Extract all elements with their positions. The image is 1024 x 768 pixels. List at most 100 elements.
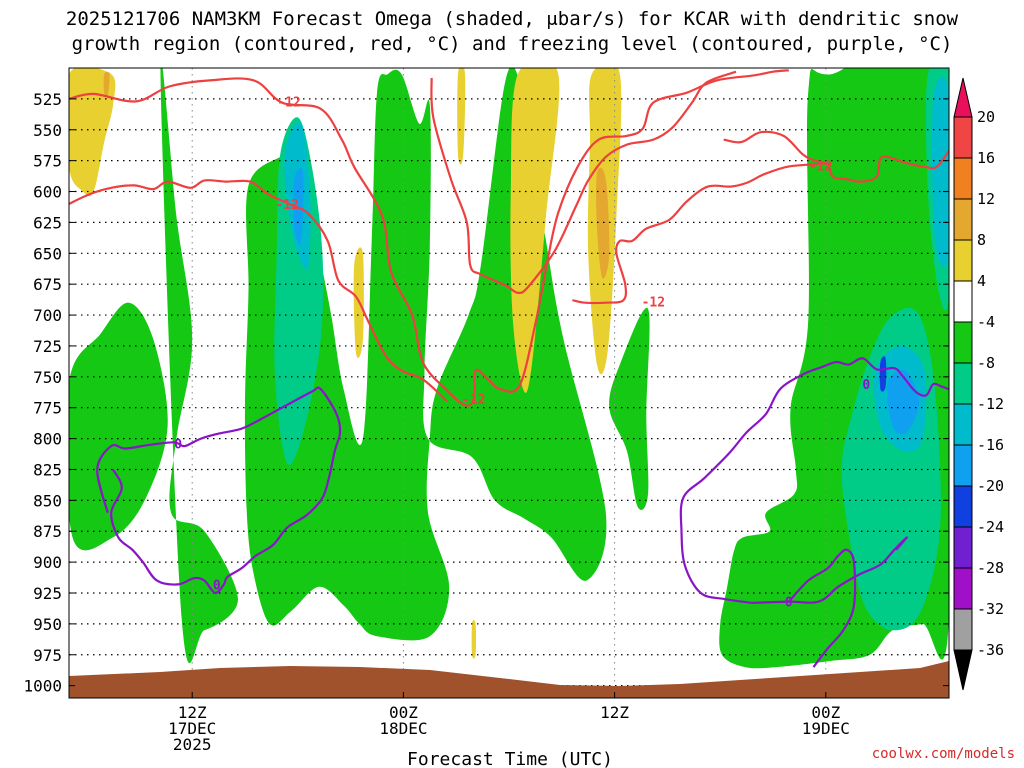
dgz-contour-label: -12 xyxy=(462,393,485,408)
y-tick-label-550: 550 xyxy=(33,121,62,140)
omega-region-22 xyxy=(103,71,110,97)
colorbar-label: -4 xyxy=(977,313,995,331)
colorbar-label: -8 xyxy=(977,354,995,372)
y-tick-label-600: 600 xyxy=(33,183,62,202)
freezing-level-contour-label: 0 xyxy=(174,438,182,453)
omega-region-10 xyxy=(931,76,949,267)
dgz-contour-label: -12 xyxy=(275,198,298,213)
colorbar-label: 20 xyxy=(977,108,995,126)
y-tick-label-625: 625 xyxy=(33,213,62,232)
x-tick-label: 12Z xyxy=(600,703,629,722)
y-tick-label-725: 725 xyxy=(33,337,62,356)
omega-region-16 xyxy=(510,68,560,393)
dgz-contour-1 xyxy=(69,179,449,403)
colorbar-box-9 xyxy=(953,485,973,528)
chart-title-line-1: 2025121706 NAM3KM Forecast Omega (shaded… xyxy=(66,8,959,30)
colorbar-label: -32 xyxy=(977,600,1004,618)
omega-region-14 xyxy=(69,68,116,197)
colorbar-box-2 xyxy=(953,198,973,241)
y-tick-label-750: 750 xyxy=(33,368,62,387)
y-tick-label-900: 900 xyxy=(33,553,62,572)
y-tick-label-950: 950 xyxy=(33,615,62,634)
colorbar-label: -36 xyxy=(977,641,1004,659)
omega-region-1 xyxy=(69,302,168,551)
colorbar-box-5 xyxy=(953,321,973,364)
omega-shading xyxy=(69,68,949,669)
dgz-contour-3 xyxy=(572,150,949,305)
dgz-contour-label: -12 xyxy=(642,295,665,310)
y-tick-label-525: 525 xyxy=(33,90,62,109)
colorbar-bottom-triangle xyxy=(953,649,973,691)
freezing-level-contour-label: 0 xyxy=(785,596,793,611)
omega-region-3 xyxy=(609,307,650,510)
x-tick-label: 19DEC xyxy=(802,719,850,738)
colorbar-label: -24 xyxy=(977,518,1004,536)
y-tick-label-850: 850 xyxy=(33,491,62,510)
omega-colorbar: 20 16 12 8 4 -4 -8 -12 -16 -20 -24 -28 -32 -36 xyxy=(953,77,1004,691)
x-tick-label: 00Z xyxy=(811,703,840,722)
chart-title-line-2: growth region (contoured, red, °C) and f… xyxy=(72,33,953,55)
y-tick-label-650: 650 xyxy=(33,244,62,263)
omega-region-18 xyxy=(457,68,466,165)
y-tick-label-1000: 1000 xyxy=(23,677,62,696)
freezing-level-contour-1 xyxy=(751,536,908,604)
colorbar-label: 16 xyxy=(977,149,995,167)
y-tick-label-775: 775 xyxy=(33,399,62,418)
colorbar-label: 8 xyxy=(977,231,986,249)
y-axis: 525 550 575 600 625 650 675 700 725 750 775 800 825 8… xyxy=(23,90,949,696)
omega-region-20 xyxy=(471,620,476,659)
freezing-level-contour-3 xyxy=(787,548,857,668)
colorbar-label: 12 xyxy=(977,190,995,208)
omega-region-2 xyxy=(160,68,238,664)
omega-region-21 xyxy=(596,167,610,279)
plot-frame xyxy=(68,67,950,699)
colorbar-box-3 xyxy=(953,239,973,282)
y-tick-label-800: 800 xyxy=(33,430,62,449)
x-tick-label: 18DEC xyxy=(379,719,427,738)
dgz-contour-4 xyxy=(723,130,832,166)
freezing-level-contour-2 xyxy=(679,357,949,604)
y-tick-label-825: 825 xyxy=(33,460,62,479)
x-tick-label: 17DEC xyxy=(168,719,216,738)
y-tick-label-875: 875 xyxy=(33,522,62,541)
y-tick-label-925: 925 xyxy=(33,584,62,603)
x-tick-label: 00Z xyxy=(389,703,418,722)
terrain-ground xyxy=(69,661,949,698)
omega-region-11 xyxy=(293,167,304,245)
y-tick-label-975: 975 xyxy=(33,646,62,665)
y-tick-label-575: 575 xyxy=(33,152,62,171)
credit-text: coolwx.com/models xyxy=(872,746,1015,762)
omega-region-13 xyxy=(879,356,887,392)
colorbar-label: -12 xyxy=(977,395,1004,413)
colorbar-label: -28 xyxy=(977,559,1004,577)
y-tick-label-675: 675 xyxy=(33,275,62,294)
colorbar-box-4 xyxy=(953,280,973,323)
colorbar-box-0 xyxy=(953,116,973,159)
x-axis-label: Forecast Time (UTC) xyxy=(407,749,613,768)
colorbar-box-1 xyxy=(953,157,973,200)
dgz-contour-label: -12 xyxy=(277,95,300,110)
y-tick-label-700: 700 xyxy=(33,306,62,325)
dgz-contour-2 xyxy=(430,70,737,294)
x-tick-label: 12Z xyxy=(178,703,207,722)
colorbar-label: 4 xyxy=(977,272,986,290)
colorbar-label: -16 xyxy=(977,436,1004,454)
grid-lines xyxy=(69,68,949,698)
dgz-contour-0 xyxy=(69,69,789,407)
colorbar-box-12 xyxy=(953,608,973,651)
colorbar-box-8 xyxy=(953,444,973,487)
colorbar-box-7 xyxy=(953,403,973,446)
colorbar-label: -20 xyxy=(977,477,1004,495)
colorbar-box-6 xyxy=(953,362,973,405)
freezing-level-contour-0 xyxy=(96,386,342,595)
colorbar-box-11 xyxy=(953,567,973,610)
freezing-level-contour-label: 0 xyxy=(862,378,870,393)
colorbar-box-10 xyxy=(953,526,973,569)
x-tick-label: 2025 xyxy=(173,735,212,754)
omega-region-5 xyxy=(274,117,324,465)
colorbar-top-triangle xyxy=(953,77,973,118)
